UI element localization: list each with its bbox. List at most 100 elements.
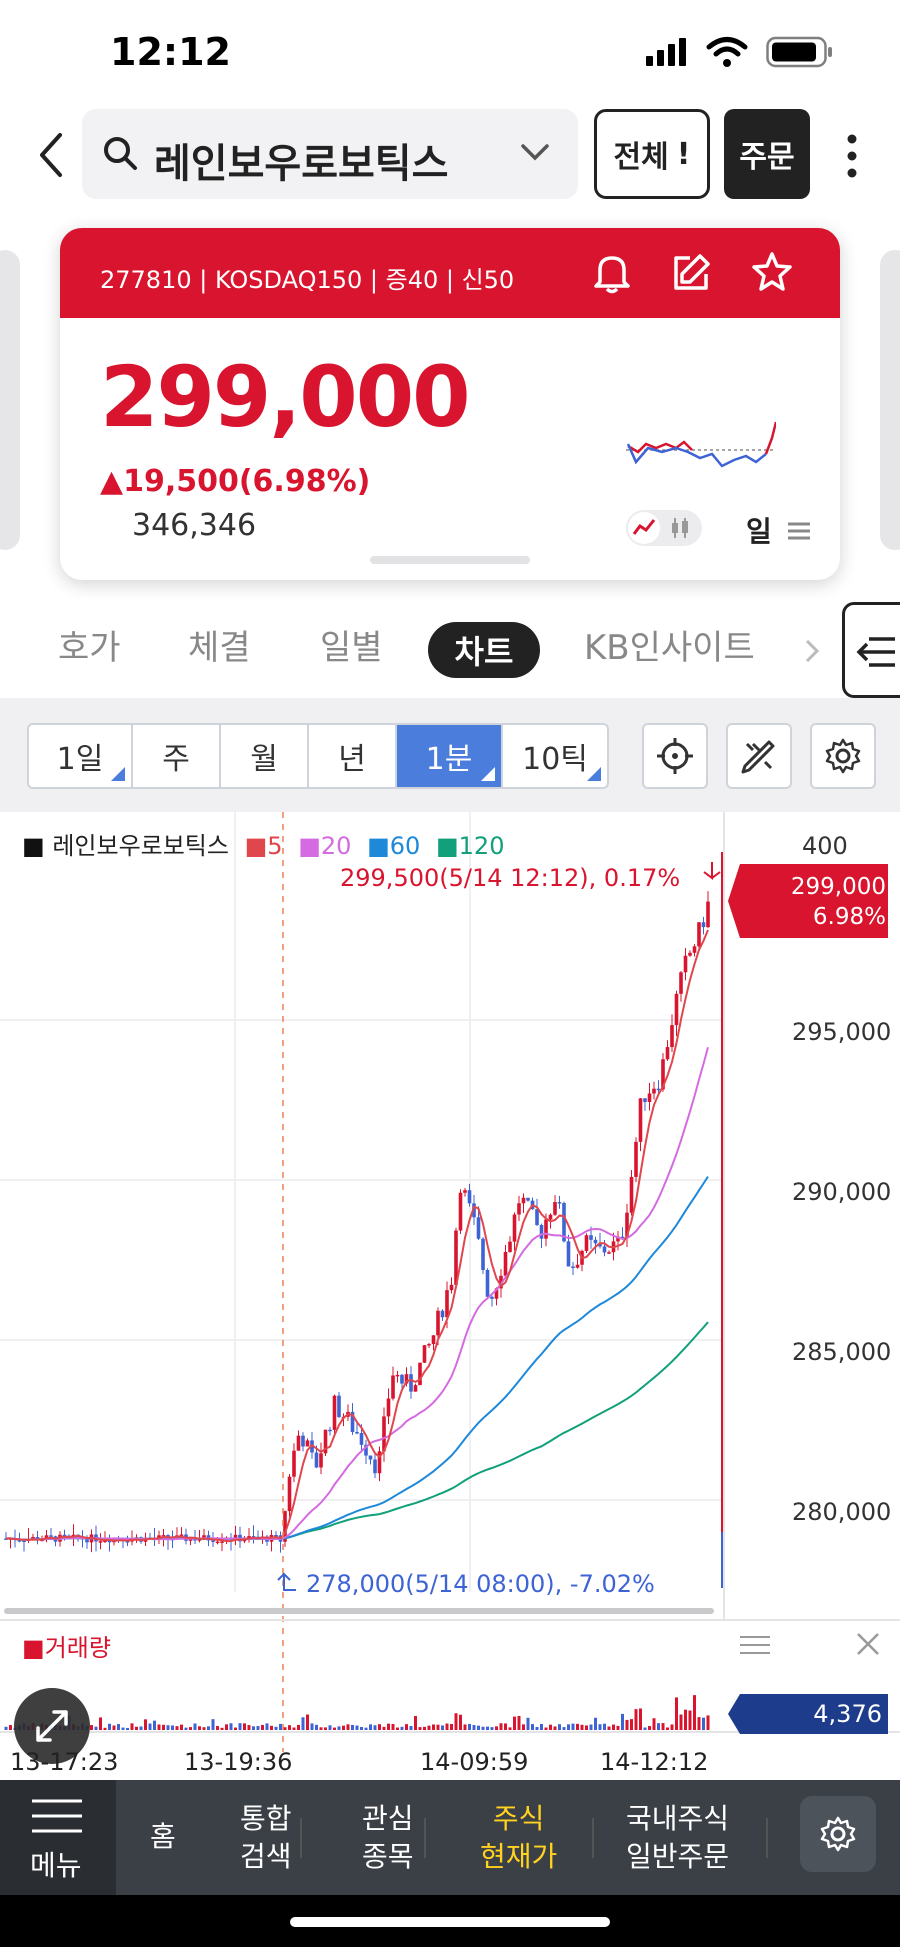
candle-body — [431, 1335, 436, 1345]
candle-body — [22, 1540, 26, 1543]
edit-icon[interactable] — [670, 252, 712, 294]
volume-bar — [580, 1724, 584, 1730]
back-icon[interactable] — [36, 131, 66, 179]
volume-bar — [117, 1724, 120, 1730]
more-icon[interactable] — [846, 133, 858, 179]
volume-bar — [477, 1725, 480, 1730]
candle-body — [557, 1202, 562, 1204]
volume-bar — [607, 1726, 611, 1730]
period-selector[interactable]: 일 — [746, 510, 810, 550]
all-button[interactable]: 전체 ! — [594, 109, 710, 199]
volume-bar — [486, 1726, 489, 1730]
volume-bar — [634, 1709, 638, 1730]
home-indicator[interactable] — [290, 1917, 610, 1927]
volume-bar — [238, 1723, 242, 1730]
candle-body — [220, 1541, 224, 1543]
candle-body — [125, 1541, 130, 1543]
candle-body — [355, 1431, 359, 1434]
chevron-right-icon[interactable] — [804, 638, 820, 664]
nav-settings-button[interactable] — [800, 1796, 876, 1872]
current-volume-tag — [728, 1694, 888, 1734]
volume-bar — [342, 1725, 345, 1730]
volume-bar — [468, 1723, 471, 1730]
tab-kb-insight[interactable]: KB인사이트 — [584, 628, 755, 668]
period-1day[interactable]: 1일 — [29, 725, 133, 787]
tab-chart[interactable]: 차트 — [428, 622, 540, 678]
volume-bar — [445, 1723, 449, 1730]
nav-stock-quote[interactable]: 주식 현재가 — [480, 1800, 557, 1876]
order-button[interactable]: 주문 — [724, 109, 810, 199]
price-chart[interactable]: ■ 레인보우로보틱스 ■5 ■20 ■60 ■120 299,500(5/14 … — [0, 812, 900, 1780]
candle-body — [539, 1224, 544, 1239]
bell-icon[interactable] — [592, 252, 632, 294]
star-icon[interactable] — [750, 250, 794, 294]
candle-body — [467, 1190, 472, 1204]
current-price-tag — [728, 864, 888, 938]
candle-body — [17, 1540, 22, 1542]
chart-settings-button[interactable] — [810, 723, 876, 789]
search-icon — [104, 137, 137, 170]
stock-search-box[interactable]: 레인보우로보틱스 — [82, 109, 578, 199]
chart-scrollbar[interactable] — [4, 1608, 714, 1614]
candle-body — [638, 1098, 643, 1142]
volume-bar — [351, 1724, 354, 1730]
chart-mode-toggle[interactable] — [626, 510, 702, 546]
candle-mode-icon — [672, 518, 688, 538]
nav-menu[interactable]: 메뉴 — [0, 1780, 116, 1895]
candle-body — [688, 952, 692, 956]
volume-bar — [693, 1695, 696, 1730]
period-month[interactable]: 월 — [221, 725, 309, 787]
volume-bar — [400, 1726, 404, 1730]
nav-home[interactable]: 홈 — [150, 1820, 176, 1853]
mini-chart — [626, 421, 776, 468]
volume-bar — [702, 1717, 705, 1730]
volume-bar — [414, 1716, 417, 1730]
tab-quote[interactable]: 호가 — [58, 628, 121, 668]
candle-body — [404, 1374, 409, 1384]
nav-domestic-line1: 국내주식 — [626, 1802, 730, 1835]
volume-bar — [535, 1726, 539, 1730]
nav-watchlist[interactable]: 관심 종목 — [362, 1800, 414, 1876]
legend-main-icon: ■ — [22, 832, 45, 860]
volume-bar — [675, 1697, 678, 1730]
candle-body — [85, 1539, 89, 1543]
close-icon[interactable] — [856, 1632, 880, 1656]
period-year[interactable]: 년 — [309, 725, 397, 787]
card-drag-handle[interactable] — [370, 556, 530, 564]
volume-bar — [684, 1709, 687, 1730]
volume-bar — [216, 1726, 219, 1730]
volume-bar — [378, 1724, 381, 1730]
tab-trade[interactable]: 체결 — [188, 628, 251, 668]
candle-body — [386, 1398, 391, 1417]
volume-bar — [625, 1719, 629, 1730]
candle-body — [508, 1241, 512, 1252]
candle-body — [494, 1288, 499, 1299]
period-week[interactable]: 주 — [133, 725, 221, 787]
crosshair-button[interactable] — [642, 723, 708, 789]
candle-body — [647, 1093, 652, 1103]
candle-body — [427, 1344, 431, 1346]
candle-body — [274, 1535, 278, 1537]
period-10tick[interactable]: 10틱 — [503, 725, 607, 787]
y-tick-285000: 285,000 — [792, 1338, 892, 1366]
candle-body — [553, 1202, 557, 1215]
volume-bar — [648, 1726, 651, 1730]
volume-bar — [499, 1723, 503, 1730]
chevron-down-icon[interactable] — [520, 143, 550, 163]
price-chart-svg[interactable] — [0, 812, 900, 1780]
nav-quote-line1: 주식 — [492, 1802, 545, 1835]
volume-bar — [274, 1726, 278, 1730]
expand-button[interactable] — [14, 1688, 90, 1764]
period-1min[interactable]: 1분 — [397, 725, 503, 787]
nav-integrated-search[interactable]: 통합 검색 — [240, 1800, 292, 1876]
tab-daily[interactable]: 일별 — [320, 628, 383, 668]
volume-bar — [337, 1726, 341, 1730]
volume-menu-icon[interactable] — [740, 1634, 770, 1656]
next-card-peek[interactable] — [880, 250, 900, 550]
side-panel-button[interactable] — [842, 602, 900, 698]
candle-body — [656, 1088, 661, 1091]
candle-body — [409, 1374, 413, 1392]
drawing-tools-button[interactable] — [726, 723, 792, 789]
nav-domestic-order[interactable]: 국내주식 일반주문 — [626, 1800, 729, 1876]
prev-card-peek[interactable] — [0, 250, 20, 550]
